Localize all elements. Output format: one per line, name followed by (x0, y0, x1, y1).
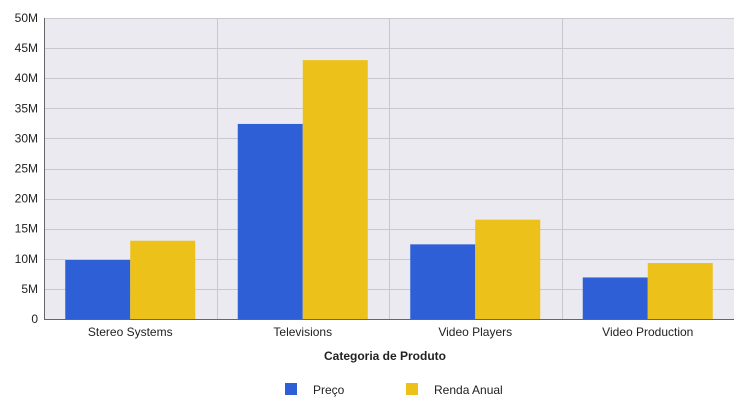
y-tick-label: 30M (15, 131, 38, 145)
bar-preco-2[interactable] (410, 244, 476, 319)
y-tick-label: 15M (15, 222, 38, 236)
legend-label[interactable]: Preço (313, 383, 345, 397)
bar-renda-anual-3[interactable] (647, 263, 713, 319)
y-tick-label: 35M (15, 101, 38, 115)
bar-renda-anual-0[interactable] (130, 240, 196, 319)
y-tick-label: 10M (15, 252, 38, 266)
x-axis-title: Categoria de Produto (324, 349, 446, 363)
y-tick-label: 45M (15, 41, 38, 55)
y-tick-label: 5M (21, 282, 38, 296)
legend-swatch (406, 383, 418, 395)
bar-preco-0[interactable] (65, 260, 131, 319)
x-tick-label: Stereo Systems (88, 325, 173, 339)
y-tick-label: 0 (31, 312, 38, 326)
y-tick-label: 40M (15, 71, 38, 85)
legend-label[interactable]: Renda Anual (434, 383, 503, 397)
legend: Preço Renda Anual (285, 383, 503, 397)
y-tick-label: 50M (15, 11, 38, 25)
bar-preco-1[interactable] (237, 123, 303, 320)
x-tick-label: Televisions (273, 325, 332, 339)
y-tick-label: 20M (15, 192, 38, 206)
legend-swatch (285, 383, 297, 395)
bar-preco-3[interactable] (582, 277, 648, 319)
x-tick-label: Video Production (602, 325, 693, 339)
bar-renda-anual-2[interactable] (475, 219, 541, 319)
x-tick-label: Video Players (438, 325, 512, 339)
y-tick-label: 25M (15, 162, 38, 176)
bar-renda-anual-1[interactable] (302, 60, 368, 319)
